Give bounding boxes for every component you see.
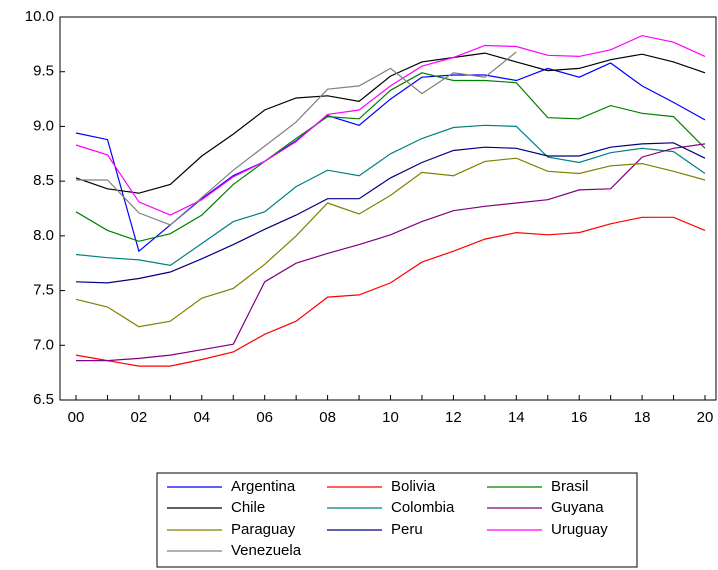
x-tick-label: 06 [256,409,273,426]
y-tick-label: 9.5 [33,63,54,80]
series-line [75,72,706,242]
series-line [76,51,517,226]
legend-label: Guyana [551,499,604,516]
y-tick-label: 9.0 [33,117,54,134]
x-tick-label: 00 [68,409,85,426]
x-tick-label: 14 [508,409,525,426]
plot-frame [59,16,717,401]
x-tick-label: 16 [571,409,588,426]
legend-label: Argentina [231,478,296,495]
legend-label: Paraguay [231,521,296,538]
series-line [75,52,706,194]
x-tick-label: 12 [445,409,462,426]
series-line [75,216,706,367]
series-line [75,157,706,328]
legend-label: Colombia [391,499,455,516]
y-tick-label: 8.0 [33,227,54,244]
x-tick-label: 20 [697,409,714,426]
series-line [75,124,706,267]
x-tick-label: 04 [193,409,210,426]
x-tick-label: 08 [319,409,336,426]
y-tick-label: 7.0 [33,336,54,353]
legend-label: Brasil [551,478,589,495]
legend-label: Bolivia [391,478,436,495]
series-line [75,62,706,253]
legend-box [156,472,638,568]
legend-label: Venezuela [231,542,302,559]
x-tick-label: 02 [131,409,148,426]
series-line [76,143,706,362]
legend-label: Uruguay [551,521,608,538]
y-tick-label: 10.0 [25,8,54,25]
legend-label: Peru [391,521,423,538]
y-tick-label: 8.5 [33,172,54,189]
legend-label: Chile [231,499,265,516]
series-line [75,34,706,216]
y-tick-label: 6.5 [33,391,54,408]
x-tick-label: 18 [634,409,651,426]
y-tick-label: 7.5 [33,282,54,299]
x-tick-label: 10 [382,409,399,426]
series-line [75,142,706,284]
